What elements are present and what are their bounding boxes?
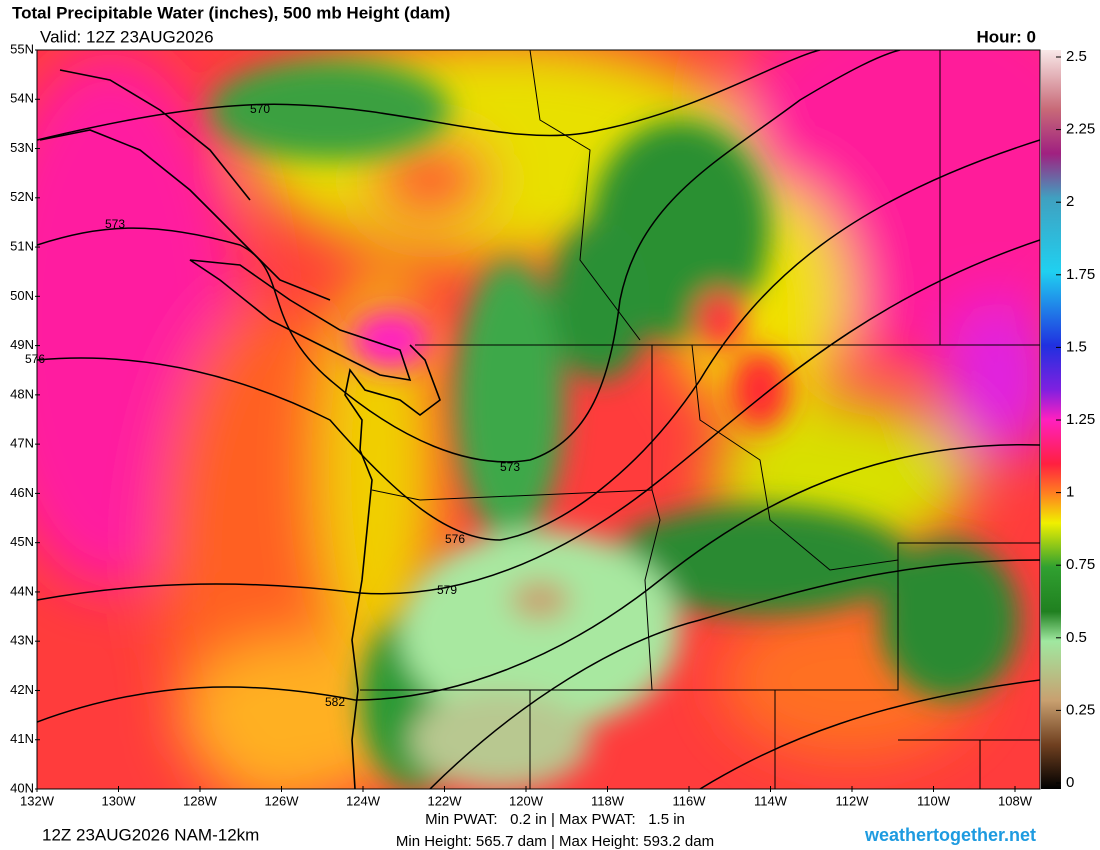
contour-label: 576 bbox=[25, 352, 45, 366]
contour-label: 570 bbox=[250, 102, 270, 116]
valid-time: Valid: 12Z 23AUG2026 bbox=[40, 27, 214, 46]
contour-label: 582 bbox=[325, 695, 345, 709]
coastlines bbox=[39, 69, 441, 789]
colorbar-label: 1.5 bbox=[1066, 338, 1087, 355]
lat-label: 55N bbox=[10, 41, 34, 56]
colorbar-label: 0 bbox=[1066, 774, 1074, 791]
model-run: 12Z 23AUG2026 NAM-12km bbox=[42, 825, 259, 844]
colorbar-label: 0.5 bbox=[1066, 629, 1087, 646]
colorbar-label: 1.25 bbox=[1066, 411, 1095, 428]
lat-label: 43N bbox=[10, 633, 34, 648]
lat-label: 54N bbox=[10, 91, 34, 106]
lon-label: 126W bbox=[265, 793, 300, 808]
field bbox=[37, 50, 1040, 789]
lon-label: 110W bbox=[917, 793, 951, 808]
lon-label: 116W bbox=[673, 793, 707, 808]
colorbar-label: 1 bbox=[1066, 484, 1074, 501]
colorbar-label: 2.5 bbox=[1066, 48, 1087, 65]
site-credit: weathertogether.net bbox=[864, 825, 1036, 845]
colorbar bbox=[1041, 50, 1061, 789]
colorbar-label: 0.75 bbox=[1066, 556, 1095, 573]
contour-label: 576 bbox=[445, 532, 465, 546]
map-frame bbox=[36, 49, 1041, 790]
lat-label: 42N bbox=[10, 682, 34, 697]
colorbar-label: 0.25 bbox=[1066, 701, 1095, 718]
lat-label: 49N bbox=[10, 337, 34, 352]
lon-label: 108W bbox=[998, 793, 1033, 808]
colorbar-label: 2.25 bbox=[1066, 121, 1095, 138]
lat-label: 45N bbox=[10, 534, 34, 549]
contour-label: 579 bbox=[437, 583, 457, 597]
lon-label: 118W bbox=[591, 793, 625, 808]
borders bbox=[360, 50, 1040, 789]
lon-label: 124W bbox=[346, 793, 381, 808]
forecast-hour: Hour: 0 bbox=[977, 27, 1037, 46]
lat-label: 52N bbox=[10, 189, 34, 204]
lat-label: 50N bbox=[10, 288, 34, 303]
contour-label: 573 bbox=[500, 460, 520, 474]
lat-label: 41N bbox=[10, 731, 34, 746]
height-contours bbox=[37, 50, 1040, 789]
lon-label: 120W bbox=[509, 793, 544, 808]
lat-label: 47N bbox=[10, 436, 34, 451]
lat-label: 44N bbox=[10, 583, 34, 598]
colorbar-label: 2 bbox=[1066, 193, 1074, 210]
lon-label: 130W bbox=[102, 793, 137, 808]
lat-label: 51N bbox=[10, 239, 34, 254]
lon-label: 112W bbox=[836, 793, 870, 808]
lat-label: 53N bbox=[10, 140, 34, 155]
lat-label: 48N bbox=[10, 386, 34, 401]
lat-label: 46N bbox=[10, 485, 34, 500]
lon-label: 132W bbox=[20, 793, 55, 808]
lat-label: 40N bbox=[10, 780, 34, 795]
lon-label: 128W bbox=[183, 793, 218, 808]
lon-label: 122W bbox=[428, 793, 463, 808]
colorbar-label: 1.75 bbox=[1066, 266, 1095, 283]
lon-label: 114W bbox=[754, 793, 788, 808]
field-detail bbox=[210, 60, 1020, 789]
height-range: Min Height: 565.7 dam | Max Height: 593.… bbox=[396, 833, 714, 850]
pwat-range: Min PWAT: 0.2 in | Max PWAT: 1.5 in bbox=[425, 811, 685, 828]
title: Total Precipitable Water (inches), 500 m… bbox=[12, 3, 450, 22]
contour-label: 573 bbox=[105, 217, 125, 231]
